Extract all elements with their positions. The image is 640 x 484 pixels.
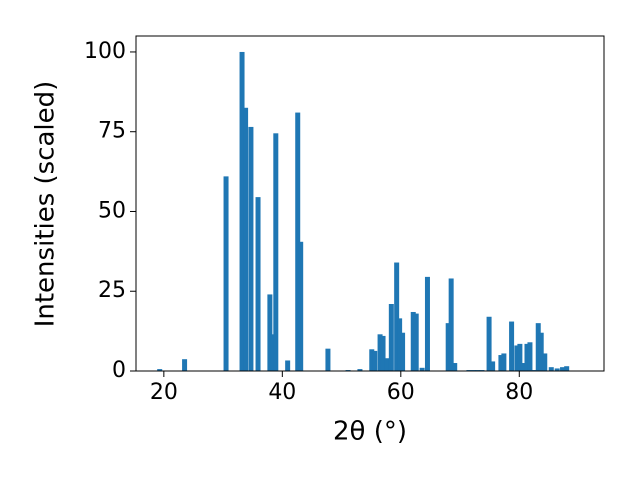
- y-tick-label: 50: [98, 198, 126, 223]
- bar: [419, 367, 425, 371]
- bar: [377, 334, 383, 371]
- bar: [248, 126, 254, 371]
- bar: [243, 107, 249, 372]
- bar: [560, 367, 566, 371]
- bar: [501, 353, 507, 371]
- x-tick-label: 40: [268, 380, 296, 405]
- bar: [413, 313, 419, 371]
- y-axis-label: Intensities (scaled): [31, 81, 61, 328]
- bar: [357, 369, 363, 371]
- bar: [517, 343, 523, 371]
- bar: [182, 359, 188, 371]
- bar: [255, 197, 261, 371]
- bar: [564, 366, 570, 371]
- bar: [223, 176, 229, 371]
- bar: [535, 323, 541, 371]
- bar: [498, 355, 504, 371]
- bar: [384, 358, 390, 371]
- bar: [325, 348, 331, 371]
- bar: [524, 343, 530, 371]
- bar: [514, 345, 520, 371]
- bar: [239, 51, 245, 371]
- y-tick-label: 75: [98, 119, 126, 144]
- bar: [394, 262, 400, 371]
- bar: [424, 276, 430, 371]
- bar: [554, 368, 560, 371]
- bar: [295, 112, 301, 372]
- bar: [538, 332, 544, 371]
- bar: [448, 278, 454, 371]
- bar: [372, 350, 378, 371]
- bar: [527, 342, 533, 371]
- bar: [400, 332, 406, 371]
- bar: [267, 294, 273, 371]
- plot-frame: [135, 35, 605, 372]
- y-tick-label: 0: [112, 358, 126, 383]
- bar: [509, 321, 515, 371]
- bar: [270, 334, 276, 371]
- bar: [369, 349, 375, 371]
- bar: [273, 133, 279, 371]
- bar: [445, 323, 451, 371]
- bar: [490, 361, 496, 371]
- bar: [285, 360, 291, 371]
- bar: [298, 241, 304, 371]
- y-tick-label: 100: [84, 39, 126, 64]
- y-tick-label: 25: [98, 278, 126, 303]
- x-axis-label: 2θ (°): [333, 417, 407, 447]
- bar: [388, 304, 394, 371]
- x-tick-label: 80: [505, 380, 533, 405]
- bar: [548, 367, 554, 371]
- bar: [410, 311, 416, 371]
- bar: [157, 369, 163, 371]
- x-tick-label: 60: [387, 380, 415, 405]
- bar: [452, 363, 458, 371]
- bar: [520, 363, 526, 371]
- bar: [542, 353, 548, 371]
- bar: [380, 335, 386, 371]
- bar: [397, 318, 403, 371]
- x-tick-label: 20: [150, 380, 178, 405]
- bar: [486, 316, 492, 371]
